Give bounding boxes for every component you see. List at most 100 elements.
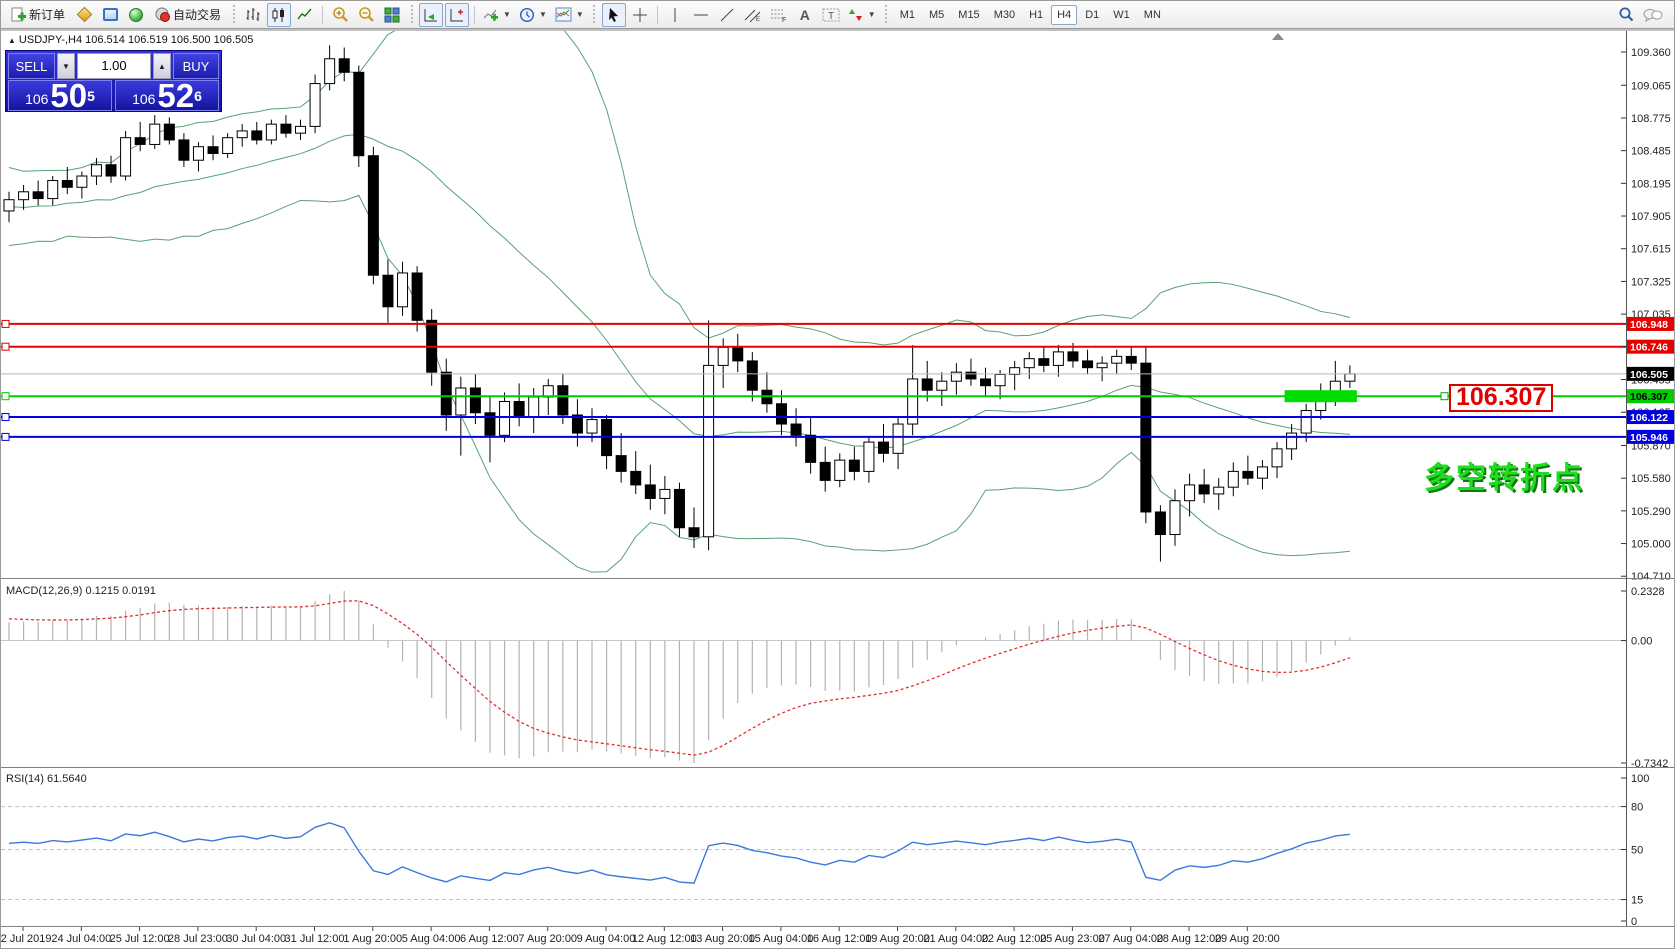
candle-body [819, 461, 831, 481]
candle-body [484, 412, 496, 436]
chart-canvas[interactable]: 109.360 109.065 108.775 108.485 108.195 107.9… [1, 29, 1675, 949]
chat-button[interactable] [1640, 3, 1666, 27]
candle-body [732, 346, 744, 362]
time-tick-label: 21 Aug 04:00 [923, 933, 988, 945]
navigator-orb-icon [129, 7, 144, 22]
candle-body [834, 459, 846, 481]
timeframe-h4[interactable]: H4 [1051, 4, 1078, 25]
horizontal-line-button[interactable] [689, 3, 713, 27]
chevron-down-icon: ▼ [538, 10, 547, 19]
line-handle[interactable] [1, 342, 10, 351]
text-label-button[interactable]: T [819, 3, 843, 27]
price-tick-label: 105.580 [1631, 473, 1671, 485]
cursor-button[interactable] [601, 2, 626, 27]
templates-button[interactable]: ▼ [552, 3, 587, 27]
volume-up-button[interactable]: ▲ [153, 53, 171, 79]
candle-body [499, 400, 511, 436]
candlestick-chart-button[interactable] [267, 2, 292, 27]
candle-body [3, 199, 15, 212]
text-label-icon: T [822, 8, 840, 22]
sell-price-prefix: 106 [25, 91, 49, 107]
candle-body [1067, 351, 1079, 362]
indicators-button[interactable]: ▼ [480, 3, 514, 27]
price-tick-label: 107.325 [1631, 276, 1671, 288]
horizontal-line-icon [693, 14, 708, 15]
line-handle[interactable] [1440, 392, 1449, 401]
candle-body [863, 441, 875, 472]
timeframe-h1[interactable]: H1 [1029, 8, 1044, 21]
fibonacci-button[interactable]: F [767, 3, 791, 27]
candle-body [1052, 351, 1064, 366]
chart-shift-button[interactable] [445, 2, 470, 27]
sell-button[interactable]: SELL [8, 53, 55, 79]
collapse-arrow-icon[interactable]: ▲ [8, 36, 16, 45]
template-icon [555, 7, 572, 22]
new-order-label: 新订单 [29, 8, 66, 22]
time-tick-label: 29 Aug 20:00 [1215, 933, 1280, 945]
vertical-line-button[interactable] [663, 3, 687, 27]
candle-body [265, 123, 277, 141]
crosshair-button[interactable] [628, 3, 652, 27]
price-badge [1627, 429, 1674, 444]
market-watch-button[interactable] [98, 3, 122, 27]
search-button[interactable] [1614, 3, 1638, 27]
volume-down-button[interactable]: ▼ [57, 53, 75, 79]
candle-body [950, 371, 962, 382]
clock-icon [519, 7, 534, 22]
symbol-header[interactable]: ▲ USDJPY-,H4 106.514 106.519 106.500 106.… [8, 34, 253, 46]
sell-price[interactable]: 106 50 5 [8, 79, 112, 112]
chart-object-button[interactable] [72, 3, 96, 27]
candle-body [1300, 410, 1312, 434]
autotrading-button[interactable]: 自动交易 [150, 3, 226, 27]
price-axis[interactable]: 109.360 109.065 108.775 108.485 108.195 107.9… [1621, 47, 1675, 928]
highlight-zone[interactable] [1284, 390, 1357, 403]
buy-price[interactable]: 106 52 6 [115, 79, 219, 112]
toolbar-grip [409, 4, 415, 25]
macd-pane[interactable] [1, 591, 1626, 763]
main-price-pane[interactable] [1, 29, 1626, 573]
channel-button[interactable]: E [741, 3, 765, 27]
chart-plot-area[interactable]: 109.360 109.065 108.775 108.485 108.195 107.9… [1, 29, 1675, 949]
arrows-button[interactable]: ▼ [845, 3, 879, 27]
trendline-button[interactable] [715, 3, 739, 27]
tile-windows-button[interactable] [380, 3, 404, 27]
market-watch-icon [102, 8, 118, 21]
buy-button[interactable]: BUY [173, 53, 219, 79]
timeframe-m15[interactable]: M15 [958, 8, 980, 21]
bar-chart-button[interactable] [241, 3, 265, 27]
timeframe-w1[interactable]: W1 [1113, 8, 1130, 21]
candle-body [455, 387, 467, 416]
chart-shift-marker[interactable] [1272, 33, 1284, 40]
line-chart-button[interactable] [293, 3, 317, 27]
rsi-pane[interactable] [1, 806, 1626, 901]
zoom-in-button[interactable] [328, 3, 352, 27]
candle-body [790, 423, 802, 436]
navigator-button[interactable] [124, 3, 148, 27]
candle-body [1286, 432, 1298, 450]
timeframe-d1[interactable]: D1 [1085, 8, 1100, 21]
timeframe-m1[interactable]: M1 [899, 8, 915, 21]
timeframe-m5[interactable]: M5 [929, 8, 945, 21]
time-tick-label: 13 Aug 20:00 [690, 933, 755, 945]
line-handle[interactable] [1, 413, 10, 422]
crosshair-icon [632, 7, 647, 22]
timeframe-mn[interactable]: MN [1143, 8, 1161, 21]
candle-body [717, 346, 729, 366]
zoom-out-button[interactable] [354, 3, 378, 27]
sell-price-pip: 5 [87, 88, 95, 104]
volume-input[interactable]: 1.00 [77, 53, 151, 79]
new-order-button[interactable]: 新订单 [5, 3, 70, 27]
timeframe-m30[interactable]: M30 [993, 8, 1016, 21]
line-handle[interactable] [1, 432, 10, 441]
auto-scroll-button[interactable] [419, 2, 444, 27]
line-handle[interactable] [1, 319, 10, 328]
text-button[interactable]: A [793, 3, 817, 27]
periods-button[interactable]: ▼ [516, 3, 550, 27]
candle-body [207, 146, 219, 154]
line-handle[interactable] [1, 392, 10, 401]
candle-body [32, 191, 44, 200]
annotation-text[interactable]: 多空转折点 [1424, 462, 1584, 495]
price-level-tag[interactable]: 106.307 [1449, 384, 1554, 412]
time-tick-label: 7 Aug 20:00 [518, 933, 577, 945]
